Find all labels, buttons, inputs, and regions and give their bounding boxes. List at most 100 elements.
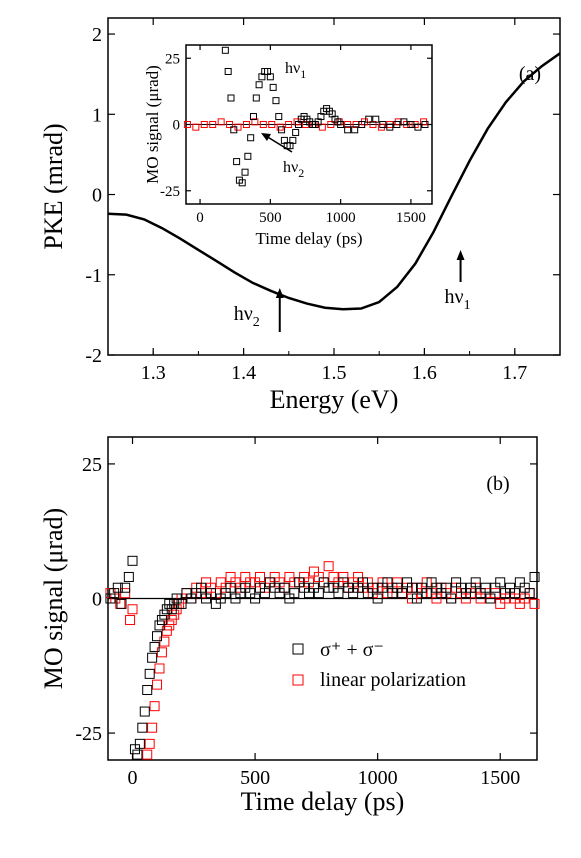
sigma-sum-point — [372, 593, 383, 604]
inset-black-point — [278, 126, 286, 134]
inset-black-point — [227, 94, 235, 102]
inset-red-point — [285, 121, 293, 128]
linear-polarization-point — [166, 615, 177, 626]
inset-black-point — [266, 73, 274, 81]
sigma-sum-point — [127, 555, 138, 566]
sigma-sum-point — [112, 582, 123, 593]
panel-b-ytick-label: -25 — [75, 723, 102, 745]
linear-polarization-point — [149, 701, 160, 712]
inset-red-point — [327, 121, 335, 128]
inset-xtick-label: 1000 — [326, 210, 356, 226]
panel-a-xtick-label: 1.7 — [502, 362, 527, 384]
sigma-sum-point — [166, 604, 177, 615]
sigma-sum-point — [152, 631, 163, 642]
hv2-label: hν2 — [234, 303, 260, 330]
sigma-sum-point — [120, 582, 131, 593]
inset-ytick-label: 0 — [173, 118, 181, 134]
inset-black-point — [247, 134, 255, 142]
inset-black-point — [233, 158, 241, 166]
legend: σ⁺ + σ⁻ linear polarization — [292, 639, 466, 691]
panel-b-ytick-label: 25 — [82, 454, 102, 476]
sigma-sum-point — [411, 593, 422, 604]
legend-marker-sigma — [292, 643, 304, 655]
inset-black-point — [255, 81, 263, 89]
linear-polarization-point — [147, 722, 158, 733]
inset-black-point — [238, 179, 246, 187]
inset-black-point — [241, 168, 249, 176]
sigma-sum-point — [176, 598, 187, 609]
sigma-sum-point — [406, 582, 417, 593]
inset-black-point — [272, 97, 280, 105]
inset-hv2-arrow-shaft — [265, 135, 293, 153]
sigma-sum-point — [495, 577, 506, 588]
sigma-sum-point — [139, 706, 150, 717]
inset-black-point — [275, 113, 283, 121]
legend-label-sigma: σ⁺ + σ⁻ — [320, 639, 384, 661]
linear-polarization-point — [127, 604, 138, 615]
sigma-sum-point — [149, 641, 160, 652]
inset-black-point — [358, 121, 366, 128]
inset-xtick-label: 1500 — [396, 210, 426, 226]
inset-black-point — [269, 83, 277, 91]
panel-a-xtick-label: 1.5 — [322, 362, 347, 384]
sigma-sum-point — [156, 615, 167, 626]
panel-a: 1.3 1.4 1.5 1.6 1.7 -2 -1 0 1 2 Energy (eV) PKE (mr… — [39, 17, 561, 414]
sigma-sum-point — [147, 652, 158, 663]
inset-black-point — [289, 136, 297, 144]
sigma-sum-point — [159, 609, 170, 620]
sigma-sum-point — [144, 668, 155, 679]
linear-polarization-point — [254, 571, 265, 582]
inset-black-point — [249, 113, 257, 121]
linear-polarization-point — [120, 588, 131, 599]
sigma-sum-point — [382, 577, 393, 588]
linear-polarization-point — [338, 571, 349, 582]
inset-red-point — [251, 118, 259, 126]
hv2-arrow-head — [275, 288, 284, 298]
sigma-sum-point — [446, 593, 457, 604]
inset-black-point — [344, 126, 352, 134]
inset-black-point — [337, 121, 345, 128]
inset-black-point — [372, 115, 380, 123]
inset-xtick-label: 0 — [196, 210, 204, 226]
pke-curve — [107, 52, 561, 311]
sigma-sum-point — [225, 582, 236, 593]
inset-black-point — [421, 121, 429, 128]
panel-b-ytick-label: 0 — [92, 589, 102, 611]
sigma-sum-point — [524, 588, 535, 599]
inset-black-point — [252, 94, 260, 102]
sigma-sum-point — [313, 588, 324, 599]
panel-a-ytick-label: 2 — [92, 24, 102, 46]
panel-a-ylabel: PKE (mrad) — [39, 123, 68, 249]
panel-b-label: (b) — [486, 473, 509, 495]
sigma-sum-point — [333, 588, 344, 599]
linear-polarization-point — [144, 738, 155, 749]
inset-red-point — [183, 121, 191, 128]
sigma-sum-point — [470, 577, 481, 588]
sigma-sum-point — [250, 593, 261, 604]
sigma-sum-point — [116, 598, 127, 609]
panel-b-xtick-label: 0 — [128, 767, 138, 789]
inset-red-point — [344, 121, 352, 128]
inset-black-point — [407, 121, 415, 128]
sigma-sum-point — [169, 598, 180, 609]
sigma-sum-point — [132, 749, 143, 760]
inset-black-point — [379, 121, 387, 128]
inset-red-point — [259, 121, 267, 128]
inset-ylabel: MO signal (μrad) — [143, 65, 162, 184]
linear-polarization-point — [142, 749, 153, 760]
inset-black-point — [386, 123, 394, 131]
sigma-sum-point — [105, 593, 116, 604]
panel-a-xlabel: Energy (eV) — [270, 385, 399, 414]
sigma-sum-point — [529, 571, 540, 582]
linear-polarization-point — [156, 647, 167, 658]
sigma-sum-point — [289, 588, 300, 599]
panel-a-inset: 0 500 1000 1500 -25 0 25 Time delay (ps) MO sign… — [143, 44, 433, 248]
hv1-label: hν1 — [445, 286, 471, 313]
inset-red-point — [200, 121, 208, 128]
inset-hv2-label: hν2 — [283, 159, 304, 180]
sigma-sum-point — [357, 577, 368, 588]
sigma-sum-point — [205, 588, 216, 599]
inset-black-point — [351, 126, 359, 134]
inset-red-point — [268, 121, 276, 128]
